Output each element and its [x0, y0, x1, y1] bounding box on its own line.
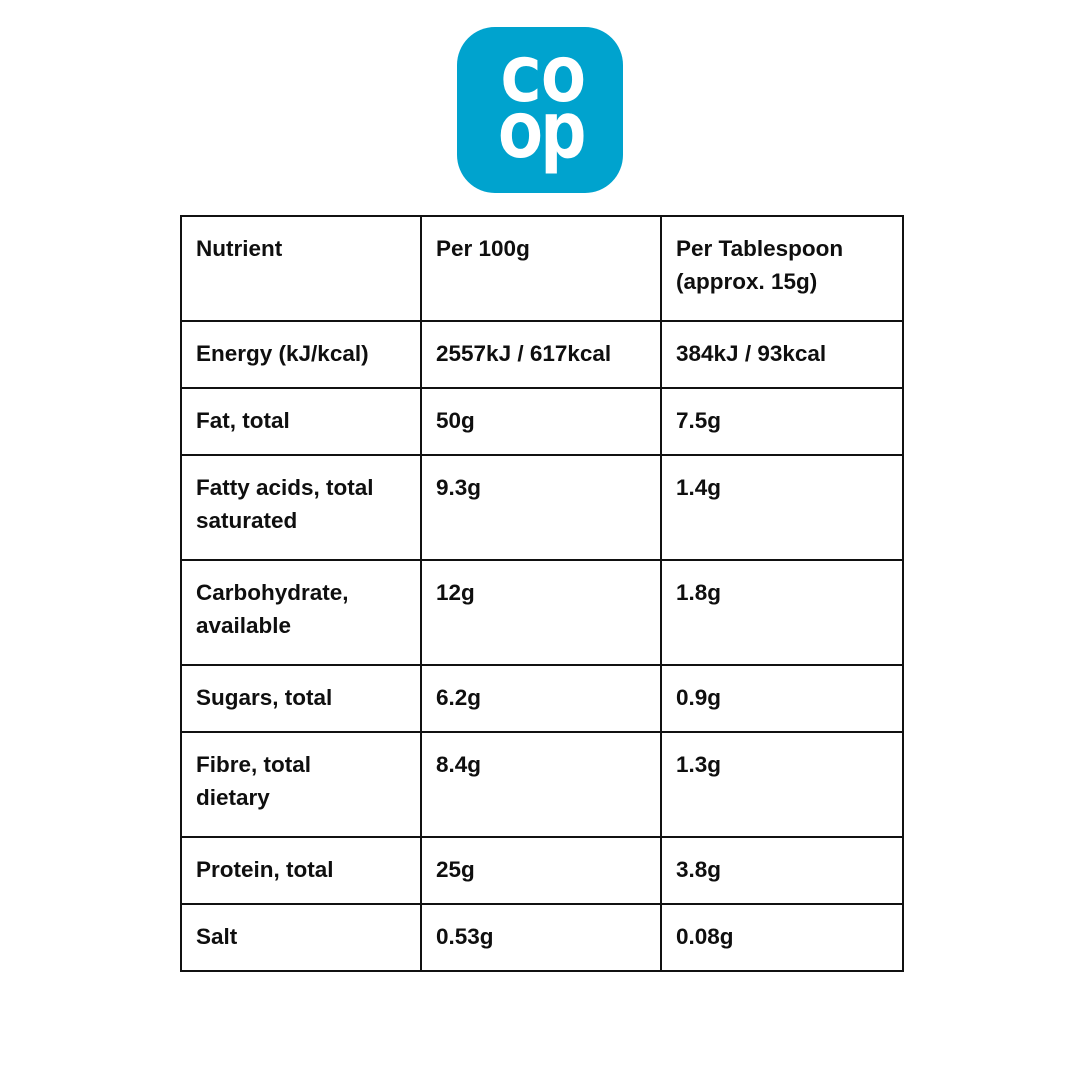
cell-nutrient: Carbohydrate, available: [180, 559, 422, 666]
cell-nutrient: Protein, total: [180, 836, 422, 905]
table-row-fat: Fat, total 50g 7.5g: [180, 387, 904, 456]
coop-logo-text-top: co: [497, 30, 587, 120]
cell-nutrient: Energy (kJ/kcal): [180, 320, 422, 389]
cell-per-100g: 2557kJ / 617kcal: [420, 320, 662, 389]
coop-logo-text-bottom: op: [497, 86, 587, 176]
header-per-100g: Per 100g: [420, 215, 662, 322]
table-row-energy: Energy (kJ/kcal) 2557kJ / 617kcal 384kJ …: [180, 320, 904, 389]
header-nutrient: Nutrient: [180, 215, 422, 322]
cell-per-100g: 50g: [420, 387, 662, 456]
coop-logo: co op: [457, 27, 623, 193]
nutrition-table: Nutrient Per 100g Per Tablespoon (approx…: [180, 215, 904, 972]
cell-per-100g: 25g: [420, 836, 662, 905]
table-row-sugars: Sugars, total 6.2g 0.9g: [180, 664, 904, 733]
table-row-fibre: Fibre, total dietary 8.4g 1.3g: [180, 731, 904, 838]
header-per-tablespoon: Per Tablespoon (approx. 15g): [660, 215, 904, 322]
table-row-fatty-acids: Fatty acids, total saturated 9.3g 1.4g: [180, 454, 904, 561]
table-row-carbohydrate: Carbohydrate, available 12g 1.8g: [180, 559, 904, 666]
cell-per-tablespoon: 1.4g: [660, 454, 904, 561]
cell-nutrient: Sugars, total: [180, 664, 422, 733]
table-header-row: Nutrient Per 100g Per Tablespoon (approx…: [180, 215, 904, 322]
cell-per-tablespoon: 3.8g: [660, 836, 904, 905]
cell-nutrient: Fibre, total dietary: [180, 731, 422, 838]
table-row-salt: Salt 0.53g 0.08g: [180, 903, 904, 972]
cell-per-tablespoon: 1.3g: [660, 731, 904, 838]
cell-per-100g: 6.2g: [420, 664, 662, 733]
cell-nutrient: Fat, total: [180, 387, 422, 456]
cell-nutrient: Salt: [180, 903, 422, 972]
cell-per-tablespoon: 1.8g: [660, 559, 904, 666]
cell-nutrient: Fatty acids, total saturated: [180, 454, 422, 561]
cell-per-100g: 9.3g: [420, 454, 662, 561]
cell-per-100g: 12g: [420, 559, 662, 666]
cell-per-tablespoon: 7.5g: [660, 387, 904, 456]
cell-per-100g: 8.4g: [420, 731, 662, 838]
cell-per-100g: 0.53g: [420, 903, 662, 972]
table-row-protein: Protein, total 25g 3.8g: [180, 836, 904, 905]
cell-per-tablespoon: 384kJ / 93kcal: [660, 320, 904, 389]
cell-per-tablespoon: 0.9g: [660, 664, 904, 733]
cell-per-tablespoon: 0.08g: [660, 903, 904, 972]
